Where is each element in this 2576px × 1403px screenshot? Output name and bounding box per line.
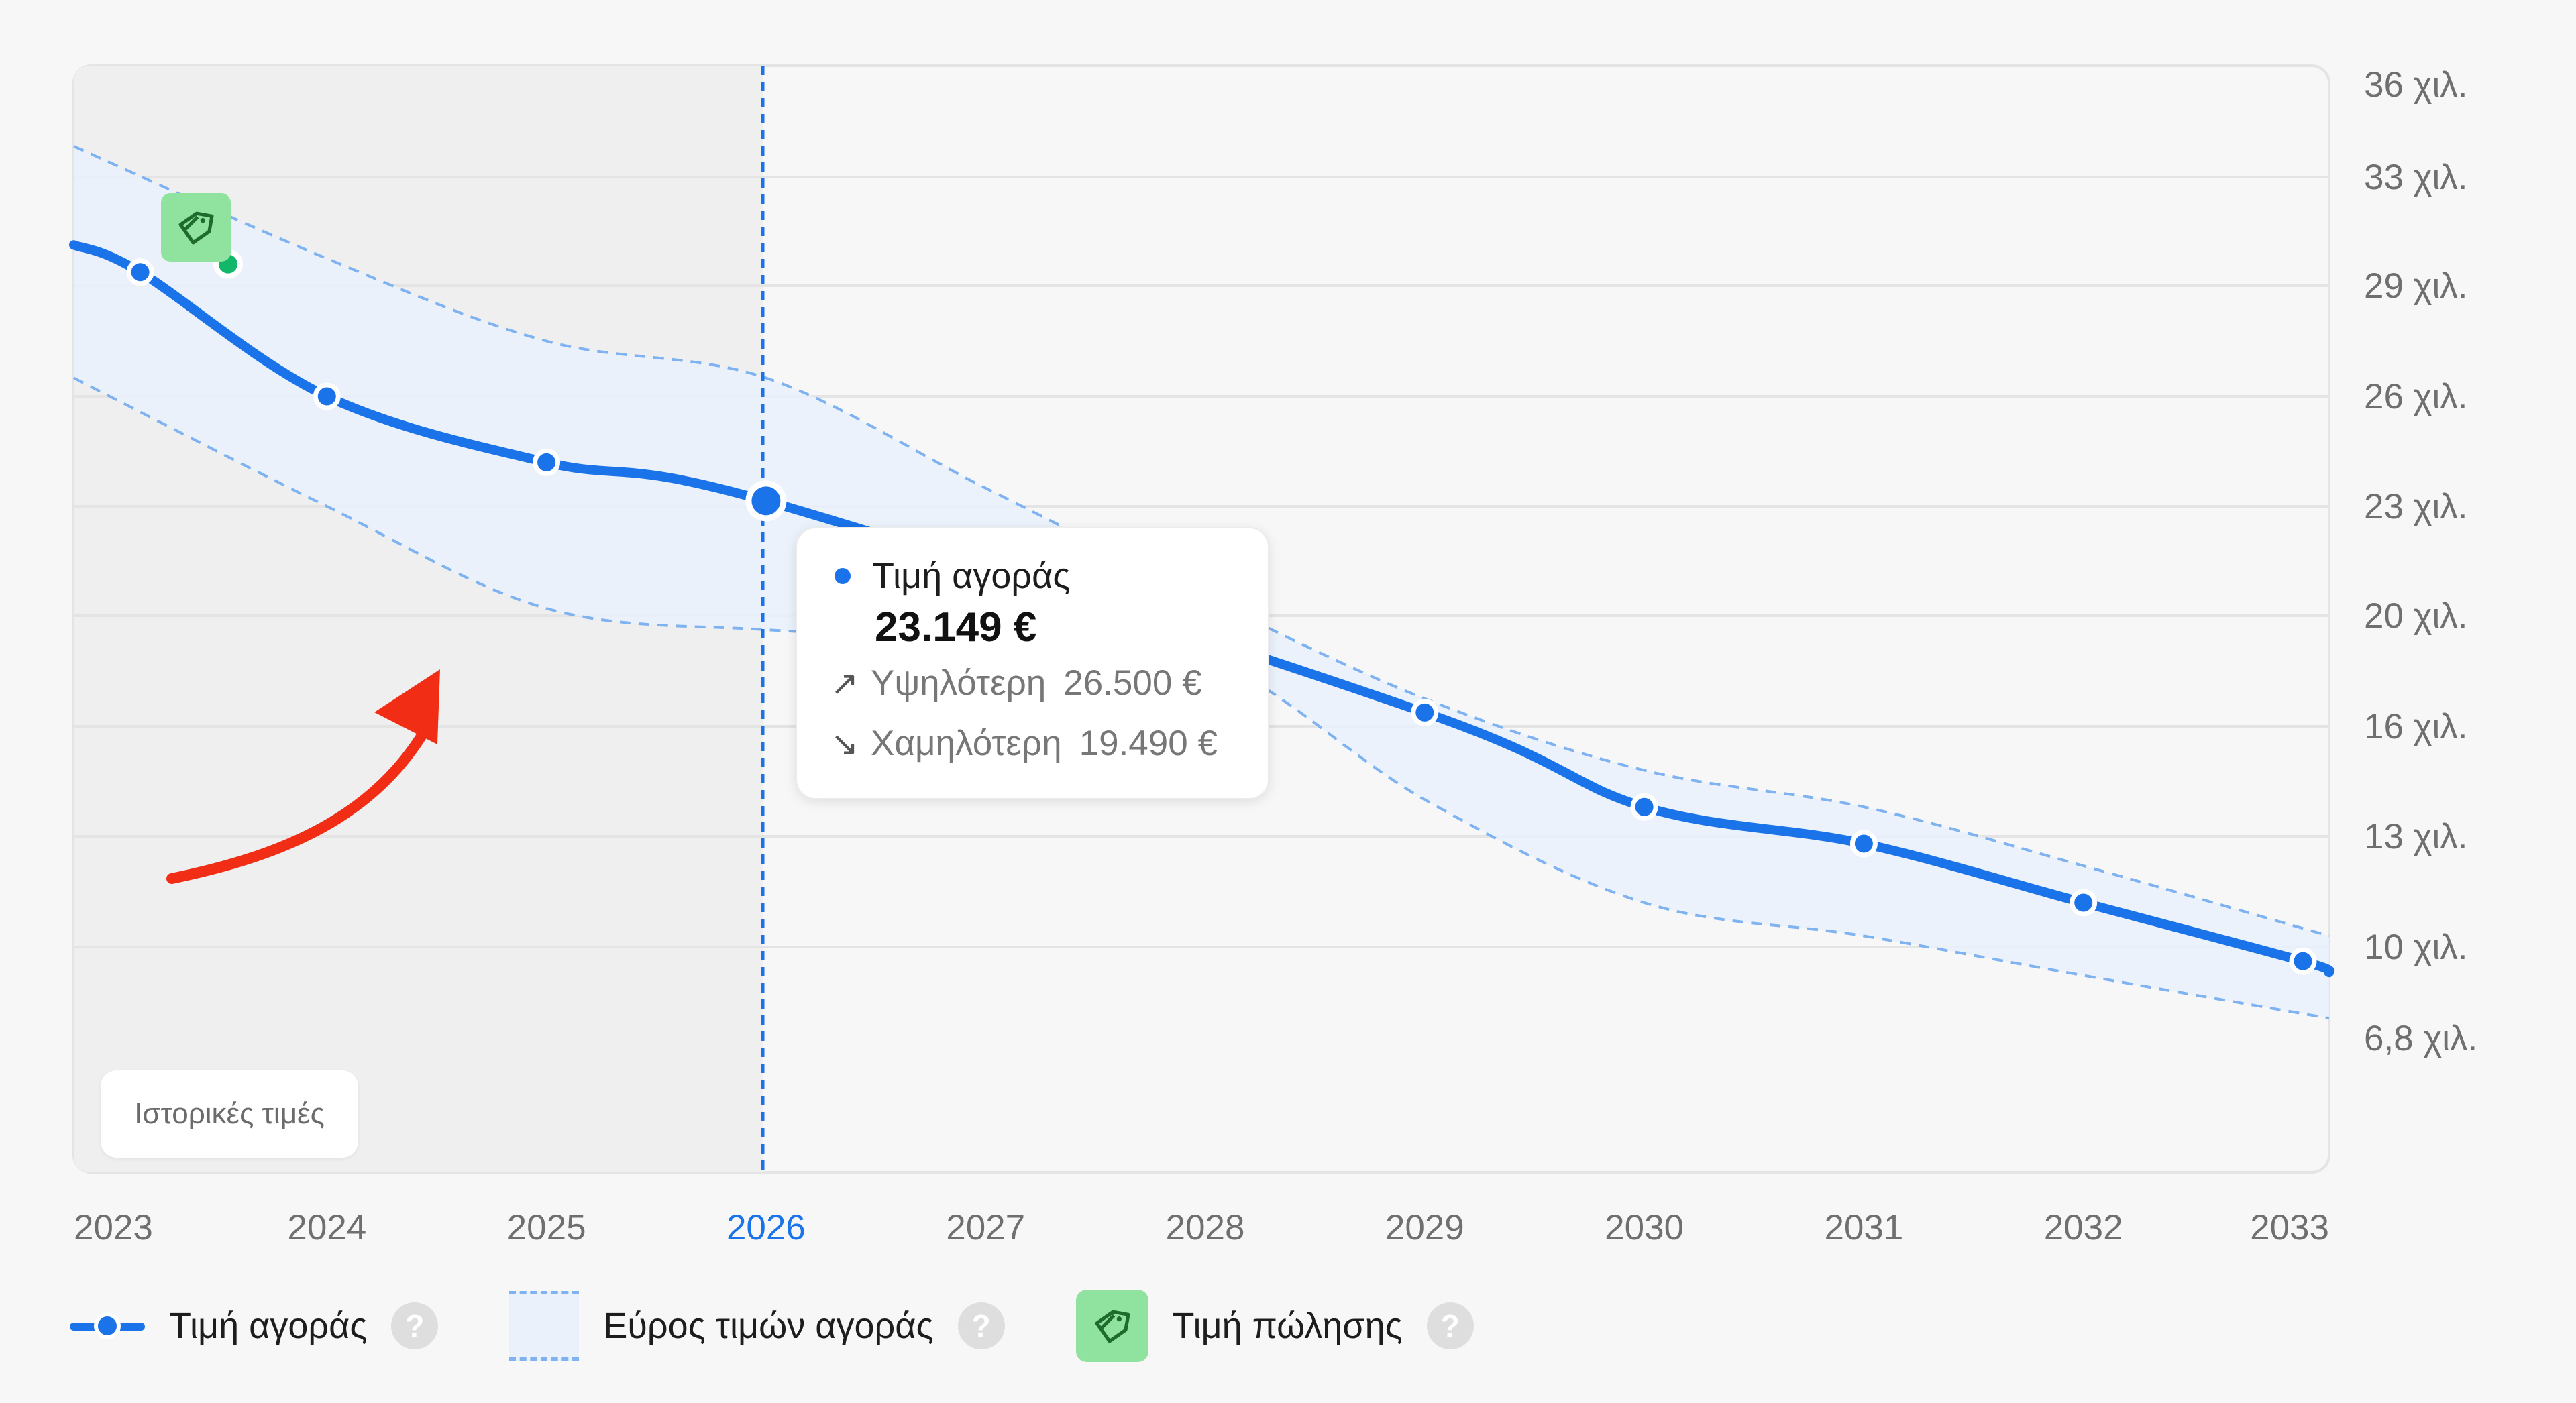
x-tick-label: 2024 bbox=[287, 1208, 366, 1247]
help-icon[interactable]: ? bbox=[957, 1302, 1005, 1349]
tooltip-title: Τιμή αγοράς bbox=[835, 555, 1070, 597]
price-point[interactable] bbox=[533, 448, 561, 476]
legend-item-sale-price[interactable]: Τιμή πώλησης ? bbox=[1075, 1290, 1474, 1362]
x-tick-label: 2028 bbox=[1166, 1208, 1245, 1247]
series-dot-icon bbox=[835, 568, 851, 584]
annotation-arrow-head bbox=[374, 669, 440, 744]
y-tick-label: 23 χιλ. bbox=[2364, 487, 2468, 526]
price-point[interactable] bbox=[2289, 947, 2317, 975]
arrow-up-right-icon: ↗ bbox=[830, 664, 859, 702]
range-band-icon bbox=[509, 1291, 580, 1361]
x-tick-label: 2030 bbox=[1605, 1208, 1684, 1247]
tag-icon bbox=[1075, 1290, 1148, 1362]
x-tick-label: 2027 bbox=[946, 1208, 1025, 1247]
tooltip-series-label: Τιμή αγοράς bbox=[872, 556, 1071, 596]
legend-item-purchase-price[interactable]: Τιμή αγοράς ? bbox=[70, 1302, 439, 1349]
historical-prices-label: Ιστορικές τιμές bbox=[101, 1070, 358, 1158]
y-axis-labels: 36 χιλ. 33 χιλ. 29 χιλ. 26 χιλ. 23 χιλ. 20 χι… bbox=[2364, 65, 2477, 1058]
y-tick-label: 20 χιλ. bbox=[2364, 596, 2468, 636]
x-tick-label: 2029 bbox=[1385, 1208, 1464, 1247]
price-point[interactable] bbox=[1849, 830, 1878, 858]
x-axis-labels: 2023 2024 2025 2026 2027 2028 2029 2030 2031 2032… bbox=[74, 1208, 2329, 1247]
legend-price-range-label: Εύρος τιμών αγοράς bbox=[603, 1306, 934, 1346]
tooltip-high: ↗ Υψηλότερη 26.500 € bbox=[830, 663, 1202, 704]
price-range-upper-bound bbox=[73, 145, 2330, 938]
x-tick-label: 2032 bbox=[2044, 1208, 2123, 1247]
tooltip-low: ↘ Χαμηλότερη 19.490 € bbox=[830, 723, 1218, 764]
y-tick-label: 29 χιλ. bbox=[2364, 266, 2468, 306]
arrow-down-right-icon: ↘ bbox=[830, 724, 859, 763]
help-icon[interactable]: ? bbox=[1426, 1302, 1474, 1349]
tag-icon bbox=[178, 211, 214, 245]
y-tick-label: 36 χιλ. bbox=[2364, 65, 2468, 105]
y-tick-label: 16 χιλ. bbox=[2364, 707, 2468, 746]
current-price-point[interactable] bbox=[745, 480, 787, 522]
tooltip-high-value: 26.500 € bbox=[1063, 663, 1202, 703]
tooltip-high-label: Υψηλότερη bbox=[871, 663, 1046, 703]
price-point[interactable] bbox=[313, 382, 341, 410]
y-tick-label: 33 χιλ. bbox=[2364, 158, 2468, 197]
legend-purchase-price-label: Τιμή αγοράς bbox=[169, 1306, 368, 1346]
price-point[interactable] bbox=[126, 258, 154, 286]
y-tick-label: 13 χιλ. bbox=[2364, 817, 2468, 856]
price-point[interactable] bbox=[2070, 889, 2098, 917]
tooltip-low-label: Χαμηλότερη bbox=[871, 724, 1062, 763]
x-tick-label: 2031 bbox=[1824, 1208, 1903, 1247]
x-tick-label: 2033 bbox=[2250, 1208, 2329, 1247]
x-tick-label: 2023 bbox=[74, 1208, 153, 1247]
annotation-arrow bbox=[166, 718, 435, 884]
x-tick-label: 2025 bbox=[507, 1208, 586, 1247]
sale-price-tag-icon[interactable] bbox=[161, 193, 231, 262]
price-point[interactable] bbox=[1411, 698, 1439, 726]
y-tick-label: 6,8 χιλ. bbox=[2364, 1019, 2477, 1058]
tooltip-value: 23.149 € bbox=[875, 604, 1037, 651]
price-tooltip: Τιμή αγοράς 23.149 € ↗ Υψηλότερη 26.500 … bbox=[796, 527, 1269, 799]
y-tick-label: 26 χιλ. bbox=[2364, 377, 2468, 416]
purchase-price-points[interactable] bbox=[126, 258, 2317, 975]
chart-legend: Τιμή αγοράς ? Εύρος τιμών αγοράς ? Τιμή … bbox=[70, 1289, 1474, 1363]
price-point[interactable] bbox=[1630, 793, 1658, 821]
x-tick-label: 2026 bbox=[727, 1208, 806, 1247]
y-tick-label: 10 χιλ. bbox=[2364, 928, 2468, 967]
line-series-icon bbox=[70, 1312, 145, 1339]
price-range-band bbox=[74, 146, 2329, 1019]
legend-item-price-range[interactable]: Εύρος τιμών αγοράς ? bbox=[509, 1291, 1005, 1361]
help-icon[interactable]: ? bbox=[391, 1302, 439, 1349]
tooltip-low-value: 19.490 € bbox=[1079, 724, 1218, 763]
legend-sale-price-label: Τιμή πώλησης bbox=[1172, 1306, 1403, 1346]
